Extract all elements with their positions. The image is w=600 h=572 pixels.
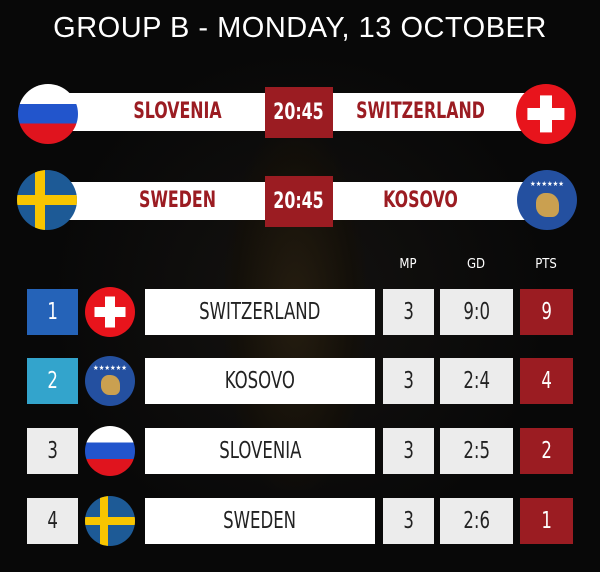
page-title: GROUP B - MONDAY, 13 OCTOBER <box>53 12 547 44</box>
goal-difference: 9:0 <box>440 289 513 335</box>
matches-played: 3 <box>383 428 434 474</box>
match-time: 20:45 <box>265 87 333 138</box>
rank-badge: 4 <box>27 498 78 544</box>
sweden-flag-icon <box>85 496 135 546</box>
away-team: SWITZERLAND <box>356 99 485 124</box>
team-name: SWITZERLAND <box>145 289 375 335</box>
team-name: SLOVENIA <box>145 428 375 474</box>
switzerland-flag-icon <box>516 84 576 144</box>
slovenia-flag-icon <box>85 426 135 476</box>
points: 4 <box>520 358 573 404</box>
rank-badge: 2 <box>27 358 78 404</box>
points: 1 <box>520 498 573 544</box>
slovenia-flag-icon <box>18 84 78 144</box>
kosovo-flag-icon: ★★★★★★ <box>517 170 577 230</box>
header-mp: MP <box>399 257 417 272</box>
matches-played: 3 <box>383 289 434 335</box>
goal-difference: 2:6 <box>440 498 513 544</box>
goal-difference: 2:4 <box>440 358 513 404</box>
home-team: SLOVENIA <box>133 99 222 124</box>
team-name: SWEDEN <box>145 498 375 544</box>
header-pts: PTS <box>535 257 557 272</box>
sweden-flag-icon <box>17 170 77 230</box>
switzerland-flag-icon <box>85 287 135 337</box>
match-time: 20:45 <box>265 176 333 227</box>
rank-badge: 3 <box>27 428 78 474</box>
team-name: KOSOVO <box>145 358 375 404</box>
matches-played: 3 <box>383 358 434 404</box>
kosovo-flag-icon: ★★★★★★ <box>85 356 135 406</box>
home-team: SWEDEN <box>139 188 216 213</box>
goal-difference: 2:5 <box>440 428 513 474</box>
matches-played: 3 <box>383 498 434 544</box>
header-gd: GD <box>466 257 486 272</box>
points: 2 <box>520 428 573 474</box>
points: 9 <box>520 289 573 335</box>
away-team: KOSOVO <box>383 188 458 213</box>
rank-badge: 1 <box>27 289 78 335</box>
